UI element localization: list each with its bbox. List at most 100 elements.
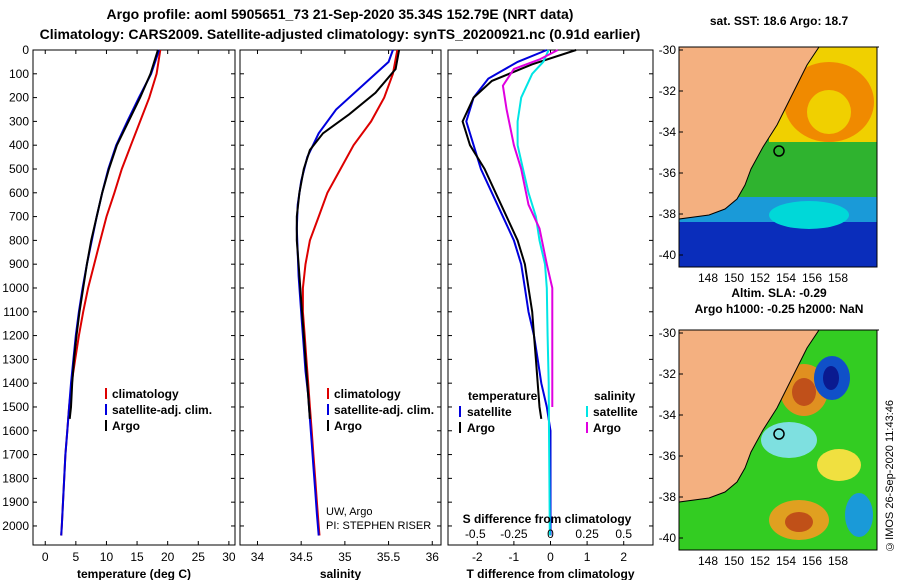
y-tick-label: 2000 [2,519,29,533]
legend-label-temp: Argo [112,419,140,433]
lon-tick-label: 148 [698,271,718,285]
series-line-temp-climatology [60,49,162,536]
title-line-1: Argo profile: aoml 5905651_73 21-Sep-202… [106,6,574,22]
sla-map-title-1: Altim. SLA: -0.29 [731,286,827,300]
x-tick-label-temp: 15 [130,550,144,564]
y-tick-label: 0 [22,43,29,57]
lat-tick-label: -36 [659,449,677,463]
sla-blue-patch [845,493,873,537]
series-line-sal-climatology [301,49,399,536]
lon-tick-label: 154 [776,271,796,285]
legend-label-s: Argo [593,421,621,435]
lat-tick-label: -30 [659,43,677,57]
argo-float-marker [773,145,785,157]
lat-tick-label: -38 [659,490,677,504]
x-tick-label-temp: 25 [192,550,206,564]
x-tick-label-diff: -2 [472,550,483,564]
legend-label-t: satellite [467,405,512,419]
series-line-diff-t-argo [461,49,577,420]
legend-label-sal: Argo [334,419,362,433]
lon-tick-label: 156 [802,271,822,285]
y-tick-label: 1500 [2,400,29,414]
lon-tick-label: 158 [828,271,848,285]
x-tick-label-temp: 30 [222,550,236,564]
sla-cyan-patch [761,422,817,458]
top-axis-tick-label: -0.5 [465,527,486,541]
y-tick-label: 600 [9,186,29,200]
y-tick-label: 100 [9,67,29,81]
x-tick-label-sal: 34 [251,550,265,564]
top-axis-tick-label: -0.25 [500,527,528,541]
x-tick-label-sal: 36 [426,550,440,564]
lon-tick-label: 154 [776,554,796,568]
sst-eddy-core [807,90,851,134]
series-line-sal-satellite-adj--clim- [295,49,394,536]
y-tick-label: 400 [9,138,29,152]
x-axis-label-temp: temperature (deg C) [77,567,191,580]
sla-orange-core [785,512,813,532]
x-tick-label-diff: -1 [509,550,520,564]
x-tick-label-sal: 35.5 [377,550,401,564]
legend-label-temp: satellite-adj. clim. [112,403,212,417]
series-line-diff-s-satellite [516,49,551,536]
top-axis-tick-label: 0 [547,527,554,541]
y-tick-label: 1800 [2,471,29,485]
series-line-temp-satellite-adj--clim- [60,49,161,536]
lat-tick-label: -34 [659,125,677,139]
y-tick-label: 1200 [2,329,29,343]
legend-label-temp: climatology [112,387,179,401]
sst-cold-band [679,222,877,267]
x-tick-label-sal: 35 [338,550,352,564]
x-tick-label-temp: 10 [100,550,114,564]
y-tick-label: 500 [9,162,29,176]
sla-yellow-patch [817,449,861,481]
y-tick-label: 1300 [2,352,29,366]
top-axis-label: S difference from climatology [463,512,632,526]
argo-float-marker [773,428,785,440]
y-tick-label: 1100 [3,305,29,319]
sst-map-title: sat. SST: 18.6 Argo: 18.7 [709,14,849,28]
lat-tick-label: -36 [659,166,677,180]
x-tick-label-diff: 1 [584,550,591,564]
map-frame [678,46,878,268]
lat-tick-label: -40 [659,248,677,262]
lat-tick-label: -30 [659,326,677,340]
y-tick-label: 200 [9,91,29,105]
profile-charts: 0100200300400500600700800900100011001200… [2,43,654,580]
x-axis-label-sal: salinity [320,567,362,580]
x-tick-label-diff: 0 [547,550,554,564]
legend-label-sal: satellite-adj. clim. [334,403,434,417]
x-axis-label-diff: T difference from climatology [466,567,634,580]
x-tick-label-sal: 34.5 [289,550,313,564]
satellite-maps: -30 -32 -34 -36 -38 -40 148 150 152 154 156 158 -30 -… [659,43,879,568]
legend-label-t: Argo [467,421,495,435]
y-tick-label: 800 [9,233,29,247]
lat-tick-label: -32 [659,367,677,381]
y-tick-label: 1700 [2,448,29,462]
lat-tick-label: -38 [659,207,677,221]
lon-tick-label: 156 [802,554,822,568]
series-line-temp-argo [68,49,159,420]
y-tick-label: 1600 [2,424,29,438]
lon-tick-label: 150 [724,554,744,568]
imos-credit: ©IMOS 26-Sep-2020 11:43:46 [884,400,896,552]
x-tick-label-diff: 2 [620,550,627,564]
lon-tick-label: 152 [750,554,770,568]
lon-tick-label: 150 [724,271,744,285]
lon-tick-label: 148 [698,554,718,568]
sla-low-core [823,366,839,390]
panel-frame-sal [239,49,442,546]
y-tick-label: 1400 [2,376,29,390]
y-tick-label: 1900 [2,495,29,509]
map-frame [678,329,878,551]
x-tick-label-temp: 5 [73,550,80,564]
sla-map-title-2: Argo h1000: -0.25 h2000: NaN [694,302,864,316]
series-line-diff-s-argo [501,49,559,407]
lon-tick-label: 152 [750,271,770,285]
x-tick-label-temp: 20 [161,550,175,564]
top-axis-tick-label: 0.5 [615,527,632,541]
coastline-land [678,329,879,503]
panel-frame-temp [32,49,236,546]
lon-tick-label: 158 [828,554,848,568]
lat-tick-label: -34 [659,408,677,422]
